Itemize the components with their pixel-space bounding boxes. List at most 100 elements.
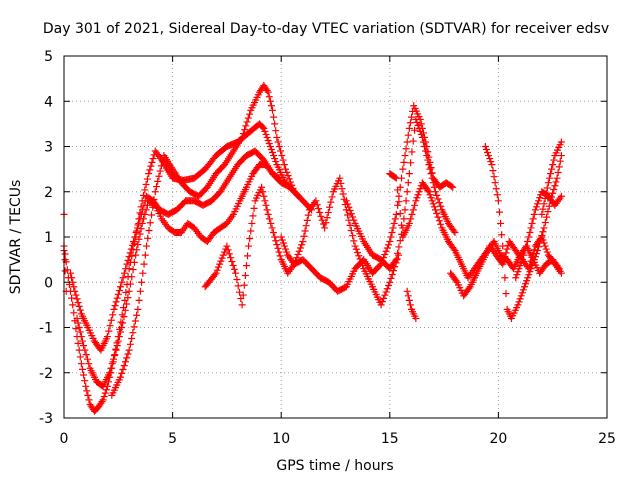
data-point [295,247,303,255]
data-point [450,227,458,235]
data-point [106,369,114,377]
data-point [557,152,565,160]
data-point [551,182,559,190]
data-point [271,155,279,163]
data-point [542,245,550,253]
data-point [541,219,549,227]
data-point [70,283,78,291]
data-point [545,202,553,210]
data-point [535,197,543,205]
data-point [525,271,533,279]
data-point [127,245,135,253]
data-point [129,329,137,337]
data-point [139,269,147,277]
data-point [425,188,433,196]
data-point [273,241,281,249]
data-point [109,311,117,319]
data-point [280,161,288,169]
data-point [543,213,551,221]
data-point [412,314,420,322]
data-point [76,328,84,336]
data-point [428,174,436,182]
data-point [346,221,354,229]
data-point [146,166,154,174]
data-point [550,156,558,164]
data-point [156,167,164,175]
series-track-7 [342,115,459,273]
data-point [543,248,551,256]
data-point [76,353,84,361]
data-point [282,245,290,253]
data-point [426,165,434,173]
y-tick-label: -1 [39,321,53,337]
data-point [556,157,564,165]
data-point [271,233,279,241]
data-point [417,120,425,128]
data-point [142,206,150,214]
data-point [141,186,149,194]
data-point [101,389,109,397]
data-point [447,182,455,190]
x-tick-label: 20 [489,431,507,447]
data-point [83,387,91,395]
data-point [211,271,219,279]
data-point [279,156,287,164]
data-point [264,210,272,218]
data-point [132,251,140,259]
data-point [517,292,525,300]
data-point [73,295,81,303]
data-point [243,118,251,126]
data-point [318,216,326,224]
data-point [113,294,121,302]
data-point [324,208,332,216]
data-point [521,247,529,255]
data-point [557,192,565,200]
data-point [394,201,402,209]
data-point [336,174,344,182]
data-point [424,186,432,194]
data-point [71,287,79,295]
data-point [250,204,258,212]
data-point [75,302,83,310]
data-point [544,208,552,216]
data-point [279,239,287,247]
data-point [266,143,274,150]
data-point [76,306,84,314]
data-point [383,244,391,252]
data-point [381,291,389,299]
data-point [301,227,309,235]
y-tick-label: -3 [39,411,53,427]
data-point [284,172,292,180]
data-point [120,362,128,370]
data-point [415,188,423,196]
data-point [465,284,473,292]
data-point [531,253,539,261]
data-point [433,209,441,217]
data-point [516,262,524,270]
data-point [323,214,331,222]
y-tick-label: 2 [44,185,53,201]
data-point [69,278,77,286]
data-point [270,152,278,160]
data-point [532,250,540,258]
data-point [111,302,119,310]
data-point [405,219,413,227]
data-point [419,138,427,146]
data-point [130,238,138,246]
data-point [431,188,439,196]
data-point [133,224,141,232]
data-point [488,161,496,169]
data-point [246,110,254,118]
data-point [283,168,291,176]
data-point [269,149,277,157]
data-point [314,205,322,213]
data-point [126,340,134,348]
data-point [531,206,539,214]
data-point [554,169,562,177]
data-point [126,249,134,257]
data-point [111,351,119,359]
data-point [492,185,500,193]
series-track-12 [512,188,565,282]
data-point [144,234,152,242]
data-point [73,314,81,322]
